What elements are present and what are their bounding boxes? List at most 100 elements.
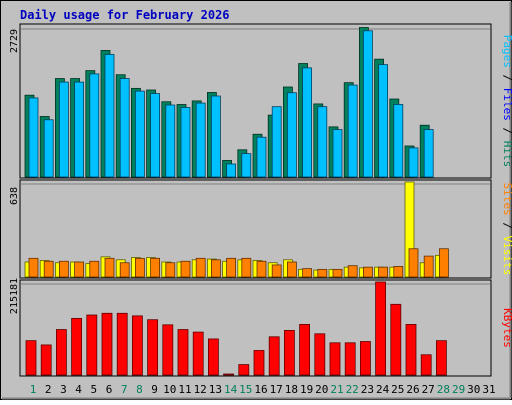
bar-sites-day-24 bbox=[378, 266, 389, 278]
x-tick-label-day-25: 25 bbox=[391, 383, 404, 396]
x-tick-label-day-21: 21 bbox=[330, 383, 343, 396]
chart-title: Daily usage for February 2026 bbox=[20, 8, 230, 22]
y-max-label-3: 215181 bbox=[9, 278, 20, 314]
bar-sites-day-16 bbox=[256, 260, 267, 278]
x-tick-label-day-8: 8 bbox=[136, 383, 143, 396]
x-tick-label-day-1: 1 bbox=[30, 383, 37, 396]
bar-pages-day-2 bbox=[43, 119, 54, 178]
bar-kbytes-day-15 bbox=[238, 364, 250, 376]
bar-kbytes-day-12 bbox=[192, 331, 204, 376]
bar-sites-day-7 bbox=[119, 262, 130, 278]
bar-pages-day-17 bbox=[271, 106, 282, 178]
x-tick-label-day-16: 16 bbox=[254, 383, 267, 396]
bar-kbytes-day-16 bbox=[253, 350, 265, 376]
bar-kbytes-day-8 bbox=[131, 315, 143, 376]
x-tick-label-day-22: 22 bbox=[346, 383, 359, 396]
x-tick-label-day-30: 30 bbox=[467, 383, 480, 396]
bar-kbytes-day-3 bbox=[56, 329, 67, 376]
bar-pages-day-24 bbox=[378, 64, 389, 178]
bar-pages-day-23 bbox=[362, 30, 373, 178]
bar-pages-day-9 bbox=[150, 93, 161, 178]
bar-sites-day-22 bbox=[347, 265, 358, 278]
bar-pages-day-10 bbox=[165, 104, 176, 178]
y-legend-2: Sites / Visits bbox=[501, 183, 512, 276]
bar-sites-day-1 bbox=[28, 257, 39, 278]
legend-separator: / bbox=[501, 121, 512, 141]
bar-sites-day-15 bbox=[241, 257, 252, 278]
bar-pages-day-4 bbox=[74, 81, 84, 178]
x-tick-label-day-24: 24 bbox=[376, 383, 390, 396]
bar-sites-day-10 bbox=[165, 262, 176, 278]
x-tick-label-day-18: 18 bbox=[285, 383, 298, 396]
x-tick-label-day-9: 9 bbox=[151, 383, 158, 396]
bar-sites-day-14 bbox=[226, 257, 237, 278]
bar-kbytes-day-10 bbox=[162, 324, 174, 376]
bar-sites-day-17 bbox=[271, 264, 282, 278]
x-tick-label-day-11: 11 bbox=[178, 383, 191, 396]
legend-entry: Files bbox=[501, 88, 512, 121]
bar-kbytes-day-2 bbox=[40, 344, 52, 376]
bar-pages-day-19 bbox=[302, 67, 313, 178]
bar-pages-day-12 bbox=[195, 102, 206, 178]
bar-sites-day-5 bbox=[89, 260, 100, 278]
bar-pages-day-3 bbox=[59, 81, 69, 178]
bar-pages-day-7 bbox=[119, 78, 130, 178]
y-legend-3: KBytes bbox=[501, 308, 512, 348]
x-tick-label-day-29: 29 bbox=[452, 383, 465, 396]
bar-pages-day-18 bbox=[286, 92, 297, 178]
bar-sites-day-27 bbox=[423, 255, 434, 278]
bar-pages-day-16 bbox=[256, 136, 267, 178]
x-tick-label-day-14: 14 bbox=[224, 383, 238, 396]
bar-pages-day-26 bbox=[408, 147, 419, 178]
bar-sites-day-2 bbox=[43, 260, 54, 278]
bar-pages-day-13 bbox=[210, 95, 221, 178]
x-tick-label-day-19: 19 bbox=[300, 383, 313, 396]
bar-kbytes-day-27 bbox=[420, 354, 432, 376]
bar-sites-day-3 bbox=[59, 260, 69, 278]
bar-sites-day-13 bbox=[210, 259, 221, 278]
bar-sites-day-11 bbox=[180, 260, 191, 278]
legend-entry: Sites bbox=[501, 183, 512, 216]
bar-kbytes-day-18 bbox=[283, 329, 295, 376]
bar-kbytes-day-20 bbox=[314, 333, 326, 376]
legend-entry: Hits bbox=[501, 141, 512, 168]
legend-entry: KBytes bbox=[501, 308, 512, 348]
y-legend-1: Pages / Files / Hits bbox=[501, 35, 512, 168]
x-tick-label-day-28: 28 bbox=[437, 383, 450, 396]
bar-kbytes-day-23 bbox=[359, 341, 371, 376]
bar-kbytes-day-21 bbox=[329, 342, 341, 376]
x-tick-label-day-2: 2 bbox=[45, 383, 52, 396]
bar-pages-day-8 bbox=[134, 90, 145, 178]
x-tick-label-day-15: 15 bbox=[239, 383, 252, 396]
bar-pages-day-14 bbox=[226, 163, 237, 178]
bar-pages-day-1 bbox=[28, 97, 39, 178]
legend-entry: Visits bbox=[501, 236, 512, 276]
x-tick-label-day-4: 4 bbox=[75, 383, 82, 396]
bar-kbytes-day-7 bbox=[116, 312, 128, 376]
bar-sites-day-28 bbox=[438, 248, 449, 278]
legend-separator: / bbox=[501, 68, 512, 88]
bar-kbytes-day-9 bbox=[147, 319, 159, 376]
bar-pages-day-21 bbox=[332, 129, 343, 178]
x-tick-label-day-6: 6 bbox=[106, 383, 113, 396]
x-tick-label-day-12: 12 bbox=[194, 383, 207, 396]
bar-sites-day-6 bbox=[104, 257, 115, 278]
bar-sites-day-8 bbox=[134, 257, 145, 278]
bar-kbytes-day-1 bbox=[25, 340, 37, 376]
bar-kbytes-day-11 bbox=[177, 329, 189, 376]
bar-kbytes-day-22 bbox=[344, 342, 356, 376]
legend-separator: / bbox=[501, 216, 512, 236]
bar-sites-day-26 bbox=[408, 248, 419, 278]
bar-pages-day-20 bbox=[317, 106, 328, 178]
x-tick-label-day-17: 17 bbox=[270, 383, 283, 396]
bar-kbytes-day-24 bbox=[375, 281, 387, 376]
bar-sites-day-9 bbox=[150, 257, 161, 278]
bar-kbytes-day-4 bbox=[71, 318, 82, 376]
bar-sites-day-12 bbox=[195, 257, 206, 278]
bar-sites-day-19 bbox=[302, 268, 313, 278]
bar-sites-day-25 bbox=[393, 266, 404, 278]
x-tick-label-day-5: 5 bbox=[90, 383, 97, 396]
legend-entry: Pages bbox=[501, 35, 512, 68]
